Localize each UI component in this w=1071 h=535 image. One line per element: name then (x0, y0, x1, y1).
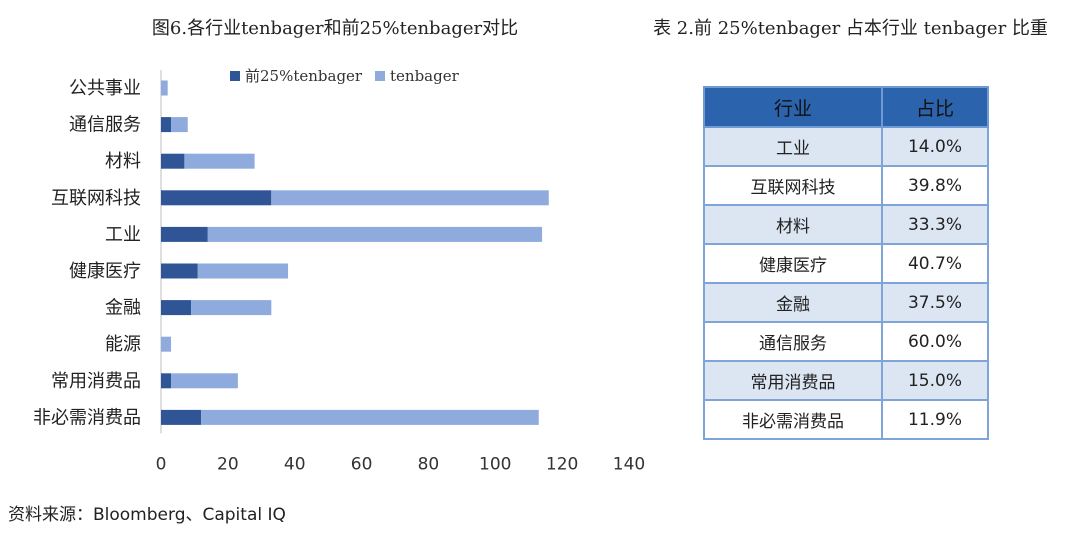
table-cell-share: 40.7% (881, 243, 989, 284)
bar (271, 190, 549, 206)
table-row: 工业 14.0% (703, 126, 989, 167)
bar (184, 153, 255, 169)
x-tick-label: 20 (217, 454, 239, 474)
table-row: 非必需消费品 11.9% (703, 399, 989, 440)
x-tick-label: 60 (351, 454, 373, 474)
chart-title: 图6.各行业tenbager和前25%tenbager对比 (151, 18, 519, 39)
bar (161, 263, 198, 279)
category-label: 工业 (105, 224, 141, 245)
x-tick-label: 0 (156, 454, 167, 474)
bar (207, 226, 543, 242)
bar (161, 226, 208, 242)
x-tick-label: 140 (613, 454, 645, 474)
category-label: 非必需消费品 (33, 407, 141, 428)
table-cell-industry: 互联网科技 (703, 165, 883, 206)
table-cell-share: 11.9% (881, 399, 989, 440)
table-cell-industry: 材料 (703, 204, 883, 245)
bar (161, 190, 272, 206)
source-note: 资料来源：Bloomberg、Capital IQ (8, 505, 286, 525)
table-cell-industry: 健康医疗 (703, 243, 883, 284)
bar (161, 300, 192, 316)
table-title: 表 2.前 25%tenbager 占本行业 tenbager 比重 (653, 18, 1048, 39)
bar (161, 336, 172, 352)
category-label: 健康医疗 (69, 261, 141, 282)
x-tick-label: 100 (479, 454, 511, 474)
legend-swatch (375, 71, 385, 81)
table-cell-share: 39.8% (881, 165, 989, 206)
category-label: 能源 (105, 334, 141, 355)
table-cell-industry: 工业 (703, 126, 883, 167)
share-table: 行业 占比 工业 14.0% 互联网科技 39.8% 材料 33.3% 健康医疗 40.… (703, 86, 989, 440)
bar (161, 117, 172, 133)
category-label: 常用消费品 (51, 371, 141, 392)
category-label: 金融 (105, 298, 141, 319)
x-tick-label: 80 (418, 454, 440, 474)
table-cell-share: 15.0% (881, 360, 989, 401)
table-row: 健康医疗 40.7% (703, 243, 989, 284)
table-cell-share: 60.0% (881, 321, 989, 362)
bar (171, 373, 238, 389)
legend-label: tenbager (390, 67, 460, 85)
table-row: 通信服务 60.0% (703, 321, 989, 362)
table-cell-industry: 非必需消费品 (703, 399, 883, 440)
bar (191, 300, 272, 316)
legend-label: 前25%tenbager (245, 67, 363, 85)
bar (197, 263, 289, 279)
table-header-share: 占比 (881, 86, 989, 128)
category-label: 互联网科技 (51, 188, 141, 209)
table-cell-share: 37.5% (881, 282, 989, 323)
bar (161, 153, 185, 169)
table-cell-share: 33.3% (881, 204, 989, 245)
table-row: 材料 33.3% (703, 204, 989, 245)
table-header-row: 行业 占比 (703, 86, 989, 128)
table-cell-industry: 常用消费品 (703, 360, 883, 401)
table-cell-industry: 通信服务 (703, 321, 883, 362)
table-row: 互联网科技 39.8% (703, 165, 989, 206)
bar (171, 117, 188, 133)
category-label: 材料 (105, 151, 141, 172)
table-row: 常用消费品 15.0% (703, 360, 989, 401)
table-row: 金融 37.5% (703, 282, 989, 323)
bar (161, 373, 172, 389)
table-cell-share: 14.0% (881, 126, 989, 167)
bar (161, 409, 202, 425)
category-label: 公共事业 (69, 78, 141, 99)
x-tick-label: 120 (546, 454, 578, 474)
bar (201, 409, 539, 425)
table-cell-industry: 金融 (703, 282, 883, 323)
category-label: 通信服务 (69, 115, 141, 136)
legend-swatch (230, 71, 240, 81)
x-tick-label: 40 (284, 454, 306, 474)
bar (161, 80, 168, 96)
table-header-industry: 行业 (703, 86, 883, 128)
